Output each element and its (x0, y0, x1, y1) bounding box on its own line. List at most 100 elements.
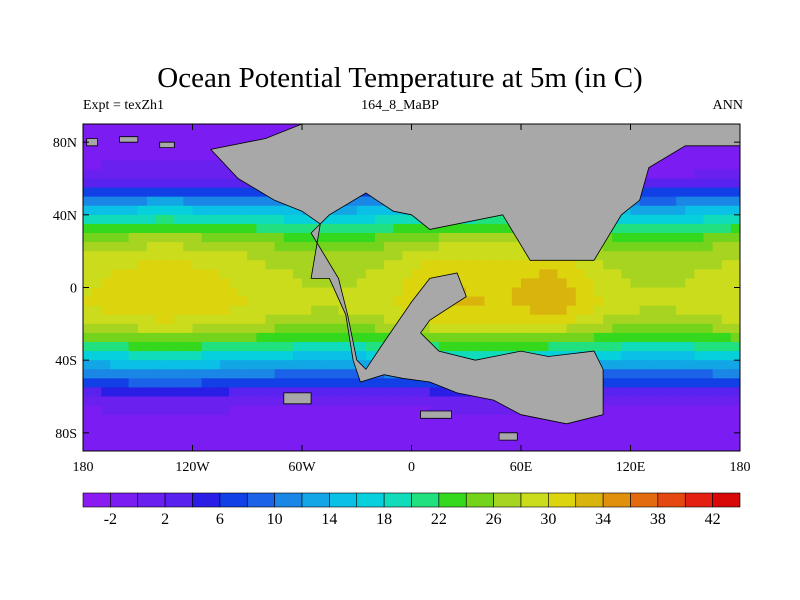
temperature-cell (247, 233, 257, 243)
temperature-cell (83, 387, 93, 398)
temperature-cell (174, 378, 184, 389)
temperature-cell (657, 160, 668, 171)
temperature-cell (493, 251, 504, 261)
temperature-cell (712, 169, 723, 180)
temperature-cell (521, 323, 531, 334)
temperature-cell (247, 205, 257, 216)
temperature-cell (274, 396, 285, 407)
temperature-cell (347, 323, 358, 334)
temperature-cell (730, 423, 740, 434)
temperature-cell (128, 160, 139, 171)
temperature-cell (302, 342, 312, 352)
temperature-cell (703, 242, 714, 252)
temperature-cell (201, 242, 212, 252)
temperature-cell (192, 214, 203, 225)
temperature-cell (511, 332, 522, 343)
temperature-cell (274, 342, 285, 352)
temperature-cell (274, 360, 285, 370)
temperature-cell (475, 242, 486, 252)
temperature-cell (657, 387, 668, 398)
temperature-cell (137, 278, 148, 289)
temperature-cell (393, 223, 403, 234)
season-label: ANN (712, 98, 743, 113)
colorbar-swatch (684, 492, 713, 508)
temperature-cell (365, 441, 376, 451)
temperature-cell (365, 269, 376, 280)
temperature-cell (320, 278, 330, 289)
temperature-cell (584, 305, 595, 316)
temperature-cell (521, 342, 531, 352)
temperature-cell (457, 351, 467, 361)
temperature-cell (146, 287, 157, 298)
temperature-cell (238, 332, 248, 343)
temperature-cell (630, 414, 641, 425)
temperature-cell (694, 296, 705, 307)
temperature-cell (402, 296, 413, 307)
temperature-cell (128, 323, 139, 334)
temperature-cell (657, 196, 668, 207)
temperature-cell (612, 278, 622, 289)
temperature-cell (256, 396, 267, 407)
temperature-cell (192, 323, 203, 334)
temperature-cell (502, 405, 513, 416)
temperature-cell (320, 323, 330, 334)
temperature-cell (320, 432, 330, 443)
temperature-cell (657, 323, 668, 334)
temperature-cell (101, 260, 111, 270)
temperature-cell (603, 441, 613, 451)
x-tick-label: 180 (730, 460, 751, 475)
temperature-cell (338, 305, 349, 316)
temperature-cell (119, 314, 130, 325)
temperature-cell (630, 269, 641, 280)
temperature-cell (730, 160, 740, 171)
temperature-cell (493, 287, 504, 298)
temperature-cell (639, 360, 650, 370)
temperature-cell (174, 205, 184, 216)
temperature-cell (657, 432, 668, 443)
temperature-cell (457, 233, 467, 243)
temperature-cell (667, 396, 677, 407)
temperature-cell (667, 305, 677, 316)
temperature-cell (566, 441, 577, 451)
temperature-cell (402, 242, 413, 252)
temperature-cell (137, 187, 148, 198)
colorbar-swatch (356, 492, 385, 508)
temperature-cell (274, 214, 285, 225)
temperature-cell (730, 378, 740, 389)
colorbar-swatch (164, 492, 193, 508)
temperature-cell (694, 396, 705, 407)
temperature-cell (375, 296, 385, 307)
temperature-cell (128, 278, 139, 289)
temperature-cell (657, 396, 668, 407)
temperature-cell (484, 441, 495, 451)
temperature-cell (621, 378, 632, 389)
temperature-cell (548, 269, 559, 280)
temperature-cell (274, 205, 285, 216)
temperature-cell (457, 342, 467, 352)
temperature-cell (511, 287, 522, 298)
period-label: 164_8_MaBP (361, 98, 439, 113)
temperature-cell (384, 242, 394, 252)
temperature-cell (201, 360, 212, 370)
temperature-cell (466, 414, 476, 425)
temperature-cell (210, 296, 221, 307)
temperature-cell (612, 314, 622, 325)
temperature-cell (265, 205, 276, 216)
temperature-cell (539, 342, 549, 352)
temperature-cell (165, 214, 175, 225)
temperature-cell (721, 278, 732, 289)
temperature-cell (201, 160, 212, 171)
temperature-cell (521, 414, 531, 425)
temperature-cell (730, 387, 740, 398)
temperature-cell (165, 405, 175, 416)
temperature-cell (229, 378, 239, 389)
temperature-cell (238, 378, 248, 389)
temperature-cell (530, 342, 540, 352)
temperature-cell (594, 441, 604, 451)
temperature-cell (667, 269, 677, 280)
temperature-cell (83, 360, 93, 370)
temperature-cell (201, 142, 212, 152)
temperature-cell (219, 196, 230, 207)
temperature-cell (667, 378, 677, 389)
temperature-cell (137, 269, 148, 280)
